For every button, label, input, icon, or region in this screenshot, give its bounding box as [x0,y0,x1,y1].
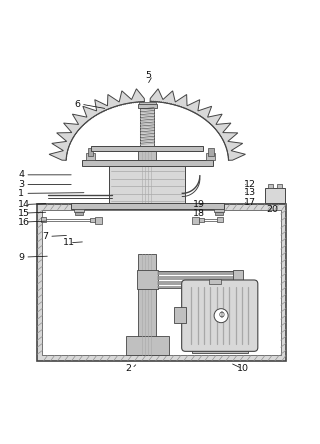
Bar [265,188,285,203]
Text: 17: 17 [244,198,256,207]
Bar [214,209,224,212]
Bar [138,104,157,108]
FancyBboxPatch shape [182,280,258,351]
Bar [206,153,215,160]
Text: Φ: Φ [218,311,224,320]
Bar [74,209,84,212]
Bar [276,184,282,188]
Polygon shape [49,89,144,160]
Text: 5: 5 [146,71,152,80]
Text: 12: 12 [244,180,256,189]
Text: 18: 18 [193,209,204,218]
Bar [215,212,223,215]
Bar [140,108,154,146]
Text: 19: 19 [193,200,204,209]
Text: 15: 15 [18,209,30,218]
Text: 13: 13 [244,188,256,197]
Text: 1: 1 [18,189,24,198]
Bar [139,151,156,205]
Text: 20: 20 [266,205,278,214]
Text: 2: 2 [125,364,131,373]
Text: 9: 9 [18,253,24,262]
Bar [82,160,212,166]
Text: 4: 4 [18,170,24,179]
Bar [192,347,248,353]
Bar [86,153,95,160]
Bar [109,166,186,206]
Bar [199,218,204,222]
Bar [268,184,273,188]
Bar [208,148,213,156]
Bar [43,210,281,356]
Bar [126,337,169,356]
Bar [210,279,220,284]
Bar [95,217,102,224]
Bar [233,270,243,289]
Bar [174,307,187,323]
Bar [139,102,156,104]
Text: 10: 10 [237,364,249,373]
Bar [92,146,203,151]
Text: 14: 14 [18,200,30,209]
Bar [217,217,223,222]
Bar [139,254,156,356]
Circle shape [214,309,228,323]
Bar [75,212,83,215]
Bar [192,217,199,224]
Bar [41,217,46,222]
Bar [88,148,93,156]
Polygon shape [150,89,245,160]
Bar [37,205,286,361]
Text: 6: 6 [74,99,80,109]
Bar [71,203,224,209]
Text: 11: 11 [63,238,75,247]
Text: 7: 7 [42,232,48,241]
Bar [90,218,95,222]
Text: 3: 3 [18,180,24,189]
Bar [137,270,158,289]
Text: 16: 16 [18,218,30,226]
